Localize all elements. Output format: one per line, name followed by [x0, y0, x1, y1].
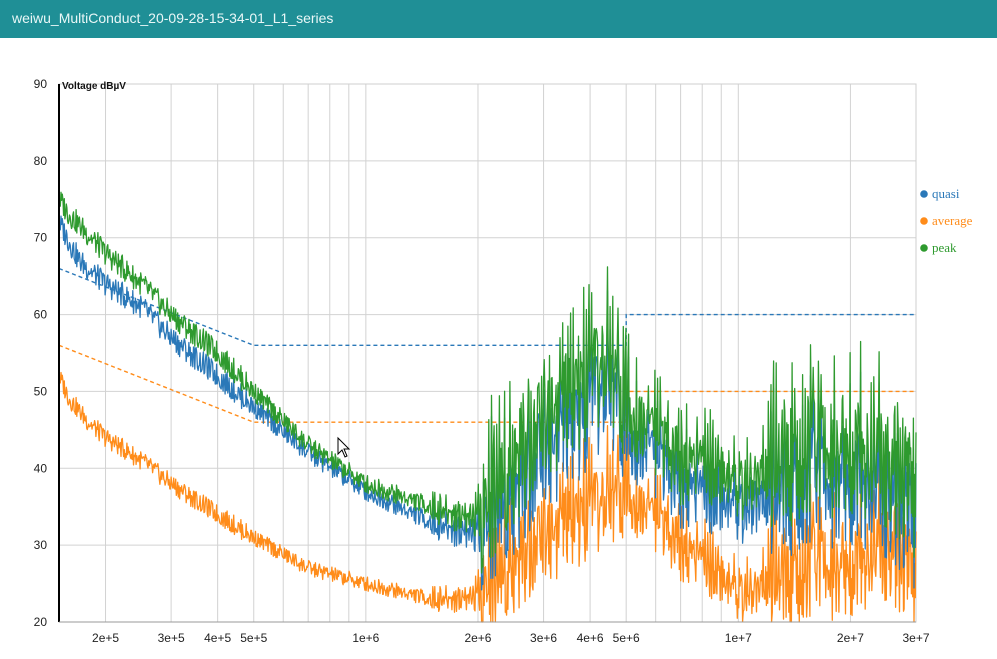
y-tick-label: 60: [34, 308, 48, 322]
x-tick-label: 2e+7: [837, 631, 864, 645]
x-tick-label: 4e+6: [577, 631, 604, 645]
chart-legend[interactable]: quasi average peak: [920, 186, 973, 255]
legend-label-peak: peak: [932, 240, 957, 255]
average-limit: [58, 344, 916, 423]
x-tick-label: 2e+5: [92, 631, 119, 645]
y-tick-label: 50: [34, 384, 48, 398]
chart-axes: 20 30 40 50 60 70 80 90 2e+5 3e+5 4e+5 5e+5 1e+6 2e+6…: [34, 77, 930, 645]
x-tick-label: 1e+6: [352, 631, 379, 645]
y-tick-label: 30: [34, 538, 48, 552]
x-tick-label: 5e+6: [613, 631, 640, 645]
series-lines: [58, 191, 917, 623]
x-tick-label: 3e+5: [158, 631, 185, 645]
series-line-quasi: [58, 215, 917, 591]
y-tick-label: 90: [34, 77, 48, 91]
y-axis-label: Voltage dBµV: [62, 81, 126, 92]
y-tick-label: 80: [34, 154, 48, 168]
cursor-arrow: [337, 436, 351, 458]
legend-label-quasi: quasi: [932, 186, 960, 201]
legend-marker-quasi: [920, 190, 928, 198]
x-tick-label: 3e+7: [902, 631, 929, 645]
y-tick-label: 40: [34, 461, 48, 475]
x-tick-label: 1e+7: [725, 631, 752, 645]
legend-label-average: average: [932, 213, 973, 228]
series-line-average: [58, 371, 917, 623]
quasi-limit: [58, 267, 916, 346]
limit-lines: [58, 267, 916, 423]
title-bar: weiwu_MultiConduct_20-09-28-15-34-01_L1_…: [0, 0, 997, 38]
mouse-pointer-icon: [337, 436, 351, 458]
legend-marker-peak: [920, 244, 928, 252]
emission-chart: 20 30 40 50 60 70 80 90 2e+5 3e+5 4e+5 5e+5 1e+6 2e+6…: [34, 77, 973, 645]
window-title: weiwu_MultiConduct_20-09-28-15-34-01_L1_…: [12, 10, 334, 26]
x-tick-label: 3e+6: [530, 631, 557, 645]
y-tick-label: 20: [34, 615, 48, 629]
series-line-peak: [58, 191, 917, 574]
legend-marker-average: [920, 217, 928, 225]
x-tick-label: 4e+5: [204, 631, 231, 645]
x-tick-label: 2e+6: [464, 631, 491, 645]
y-tick-label: 70: [34, 231, 48, 245]
x-tick-label: 5e+5: [240, 631, 267, 645]
